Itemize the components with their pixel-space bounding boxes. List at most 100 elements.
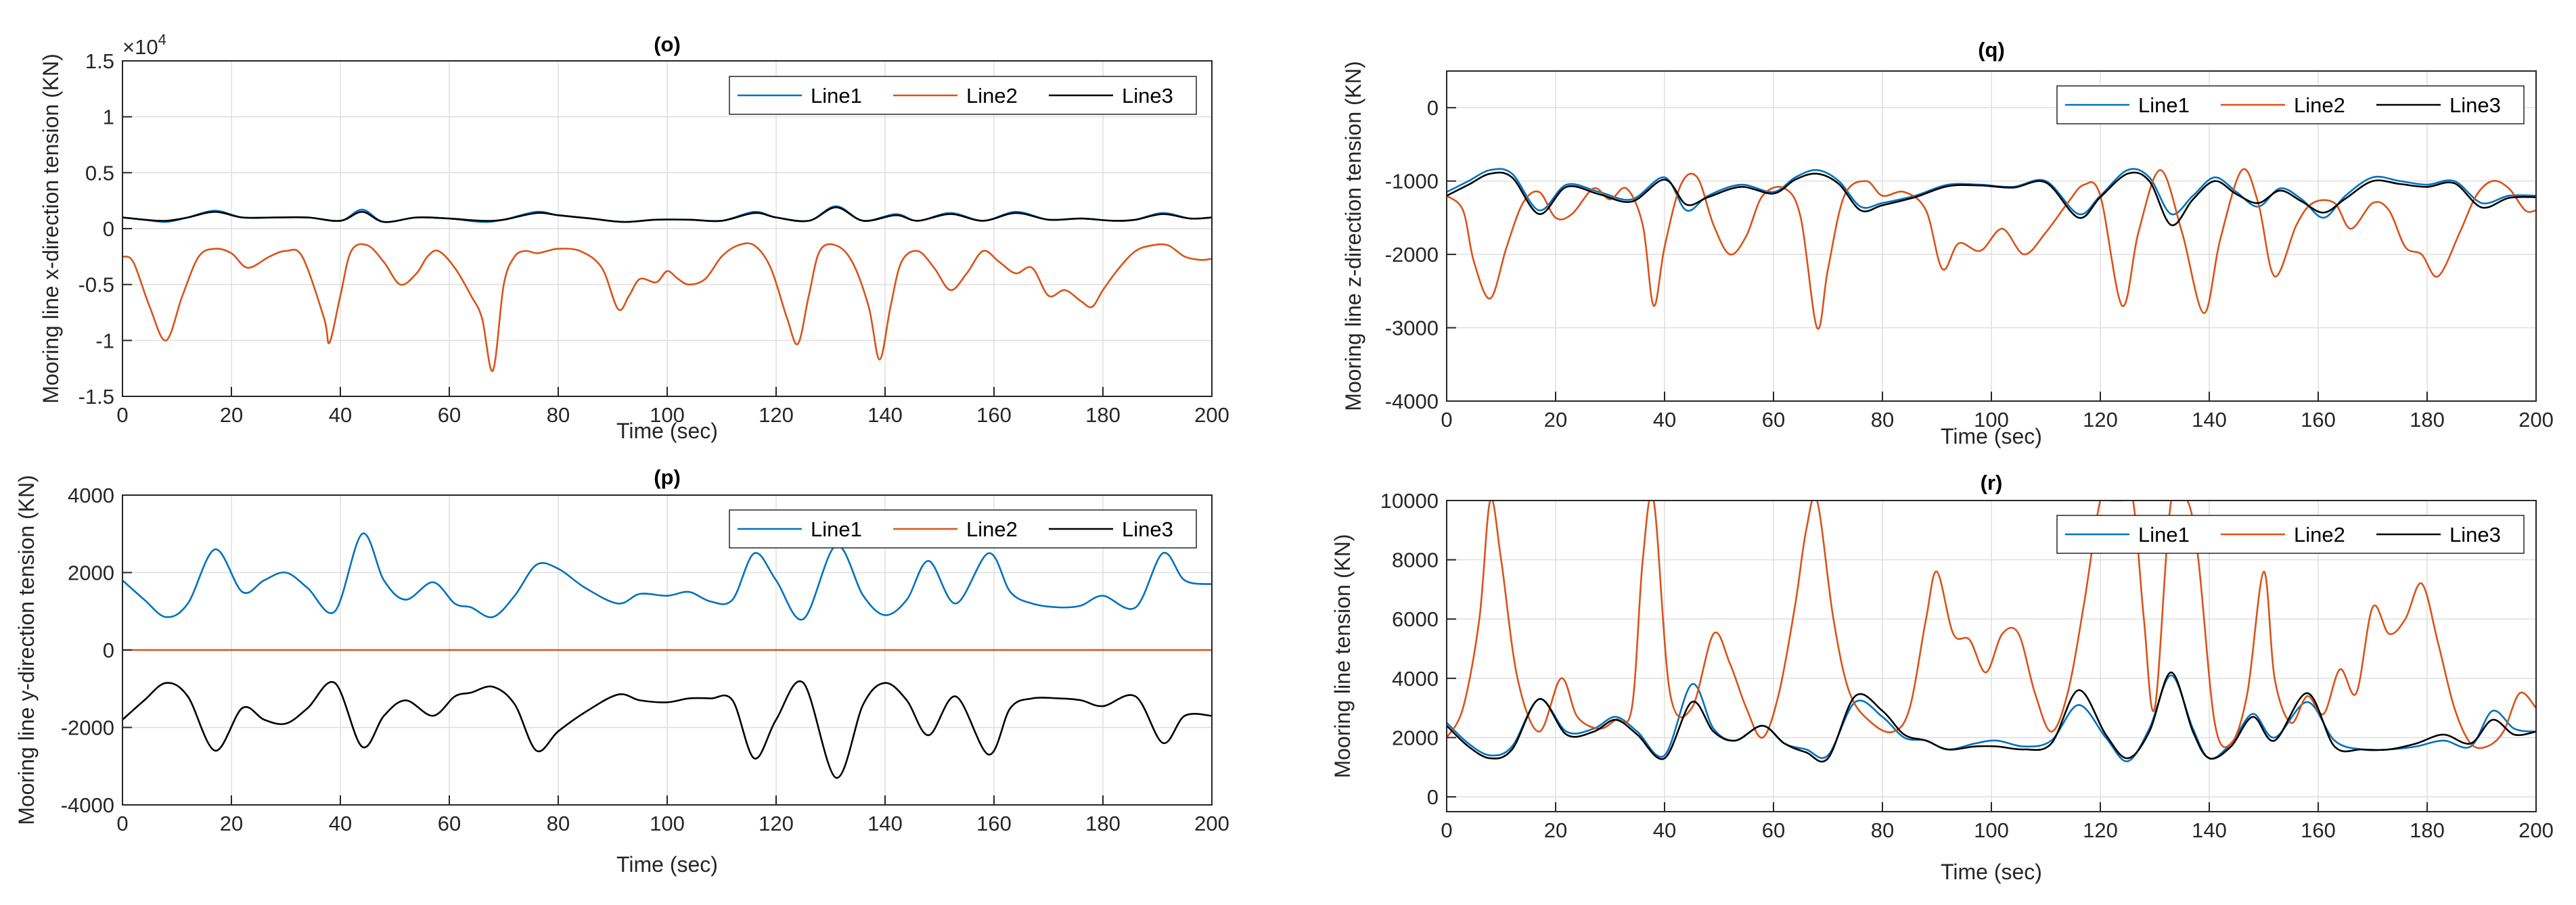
- x-tick-label: 120: [2083, 818, 2118, 842]
- legend-label-line3: Line3: [1122, 517, 1173, 541]
- x-tick-label: 200: [2518, 818, 2554, 842]
- x-tick-label: 100: [1974, 818, 2009, 842]
- x-tick-label: 40: [329, 403, 352, 427]
- panel-title: (o): [654, 32, 681, 56]
- x-tick-label: 80: [1871, 818, 1894, 842]
- x-tick-label: 0: [1441, 818, 1452, 842]
- series-lines: [122, 532, 1212, 779]
- x-tick-label: 40: [329, 812, 352, 835]
- x-tick-label: 140: [2192, 408, 2227, 432]
- y-tick-label: 6000: [1392, 607, 1439, 631]
- x-tick-label: 180: [2410, 818, 2445, 842]
- y-tick-label: 10000: [1380, 489, 1439, 513]
- y-tick-label: 0.5: [85, 161, 114, 185]
- ticks: 0 20 40 60 80 100 120 140 160 180 200 -1.5 -1 -0.5 0 0.…: [78, 49, 1229, 427]
- legend-label-line2: Line2: [2294, 93, 2345, 117]
- x-tick-label: 180: [1085, 403, 1121, 427]
- legend: Line1 Line2 Line3: [2056, 85, 2525, 124]
- x-tick-label: 120: [759, 403, 794, 427]
- x-tick-label: 160: [976, 403, 1012, 427]
- y-tick-label: 1.5: [85, 49, 114, 73]
- x-tick-label: 200: [1194, 812, 1229, 835]
- legend-label-line3: Line3: [2449, 93, 2501, 117]
- x-tick-label: 80: [1871, 408, 1894, 432]
- panel-title: (q): [1978, 38, 2005, 62]
- panel-p: 0 20 40 60 80 100 120 140 160 180 200 -4000 -2000 0 20…: [14, 465, 1229, 877]
- legend-label-line2: Line2: [966, 517, 1018, 541]
- series-line3: [122, 206, 1212, 223]
- series-line3: [1447, 671, 2536, 763]
- legend-label-line2: Line2: [966, 84, 1018, 108]
- x-tick-label: 140: [867, 812, 903, 835]
- y-tick-label: -1: [95, 329, 114, 352]
- x-tick-label: 160: [976, 812, 1012, 835]
- y-tick-label: -4000: [61, 793, 114, 817]
- x-tick-label: 140: [867, 403, 903, 427]
- x-tick-label: 60: [1762, 818, 1785, 842]
- y-tick-label: 0: [103, 639, 114, 662]
- x-tick-label: 200: [1194, 403, 1229, 427]
- legend: Line1 Line2 Line3: [729, 509, 1197, 549]
- x-tick-label: 180: [1085, 812, 1121, 835]
- x-tick-label: 20: [1544, 818, 1567, 842]
- ticks: 0 20 40 60 80 100 120 140 160 180 2000200040006000…: [1380, 489, 2554, 842]
- x-tick-label: 200: [2518, 408, 2554, 432]
- y-tick-label: -4000: [1385, 390, 1439, 413]
- x-tick-label: 120: [759, 812, 794, 835]
- panel-r: 0 20 40 60 80 100 120 140 160 180 2000200040006000…: [1330, 471, 2554, 884]
- x-axis-label: Time (sec): [1941, 424, 2042, 448]
- x-tick-label: 80: [547, 812, 570, 835]
- panel-q: 0 20 40 60 80 100 120 140 160 180 200 -4000 -3000 -20…: [1341, 38, 2554, 448]
- y-tick-label: 0: [1427, 785, 1439, 809]
- x-tick-label: 40: [1653, 408, 1676, 432]
- y-axis-label: Mooring line x-direction tension (KN): [39, 53, 63, 404]
- series-line2: [122, 242, 1212, 372]
- ticks: 0 20 40 60 80 100 120 140 160 180 200 -4000 -2000 0 20…: [61, 484, 1229, 835]
- legend-label-line3: Line3: [1122, 84, 1173, 108]
- x-tick-label: 100: [650, 403, 685, 427]
- series-line2: [1447, 501, 2536, 749]
- legend-box: [2056, 515, 2525, 554]
- legend-label-line1: Line1: [811, 517, 862, 541]
- y-tick-label: 4000: [1392, 667, 1439, 691]
- series-line3: [1447, 171, 2536, 227]
- y-tick-label: -1000: [1385, 170, 1439, 193]
- legend-label-line1: Line1: [2138, 523, 2190, 547]
- x-tick-label: 100: [650, 812, 685, 835]
- legend-box: [2056, 85, 2525, 124]
- legend-label-line1: Line1: [2138, 93, 2190, 117]
- y-tick-label: -0.5: [78, 273, 114, 297]
- series-lines: [1447, 168, 2536, 330]
- legend-box: [729, 509, 1197, 549]
- series-line2: [1447, 168, 2536, 330]
- y-tick-label: 1: [103, 106, 114, 129]
- legend: Line1 Line2 Line3: [729, 76, 1197, 115]
- series-lines: [122, 205, 1212, 372]
- x-axis-label: Time (sec): [1941, 860, 2042, 884]
- panel-title: (r): [1981, 471, 2003, 494]
- y-tick-label: -2000: [1385, 243, 1439, 266]
- x-tick-label: 0: [116, 403, 128, 427]
- x-axis-label: Time (sec): [616, 852, 718, 877]
- y-axis-label: Mooring line tension (KN): [1330, 534, 1355, 778]
- x-tick-label: 100: [1974, 408, 2009, 432]
- x-tick-label: 60: [1762, 408, 1785, 432]
- x-tick-label: 120: [2083, 408, 2118, 432]
- y-tick-label: 4000: [68, 484, 114, 507]
- exponent-label: ×104: [122, 31, 166, 59]
- y-tick-label: 2000: [1392, 726, 1439, 749]
- x-tick-label: 0: [116, 812, 128, 835]
- y-tick-label: -1.5: [78, 385, 114, 409]
- x-tick-label: 80: [547, 403, 570, 427]
- x-tick-label: 180: [2410, 408, 2445, 432]
- series-line3: [122, 680, 1212, 779]
- x-tick-label: 160: [2301, 818, 2336, 842]
- legend: Line1 Line2 Line3: [2056, 515, 2525, 554]
- series-line1: [122, 532, 1212, 621]
- x-tick-label: 60: [438, 403, 461, 427]
- legend-label-line1: Line1: [811, 84, 862, 108]
- y-tick-label: -2000: [61, 716, 114, 740]
- x-tick-label: 20: [220, 403, 243, 427]
- y-axis-label: Mooring line y-direction tension (KN): [14, 475, 39, 825]
- y-tick-label: 2000: [68, 561, 114, 585]
